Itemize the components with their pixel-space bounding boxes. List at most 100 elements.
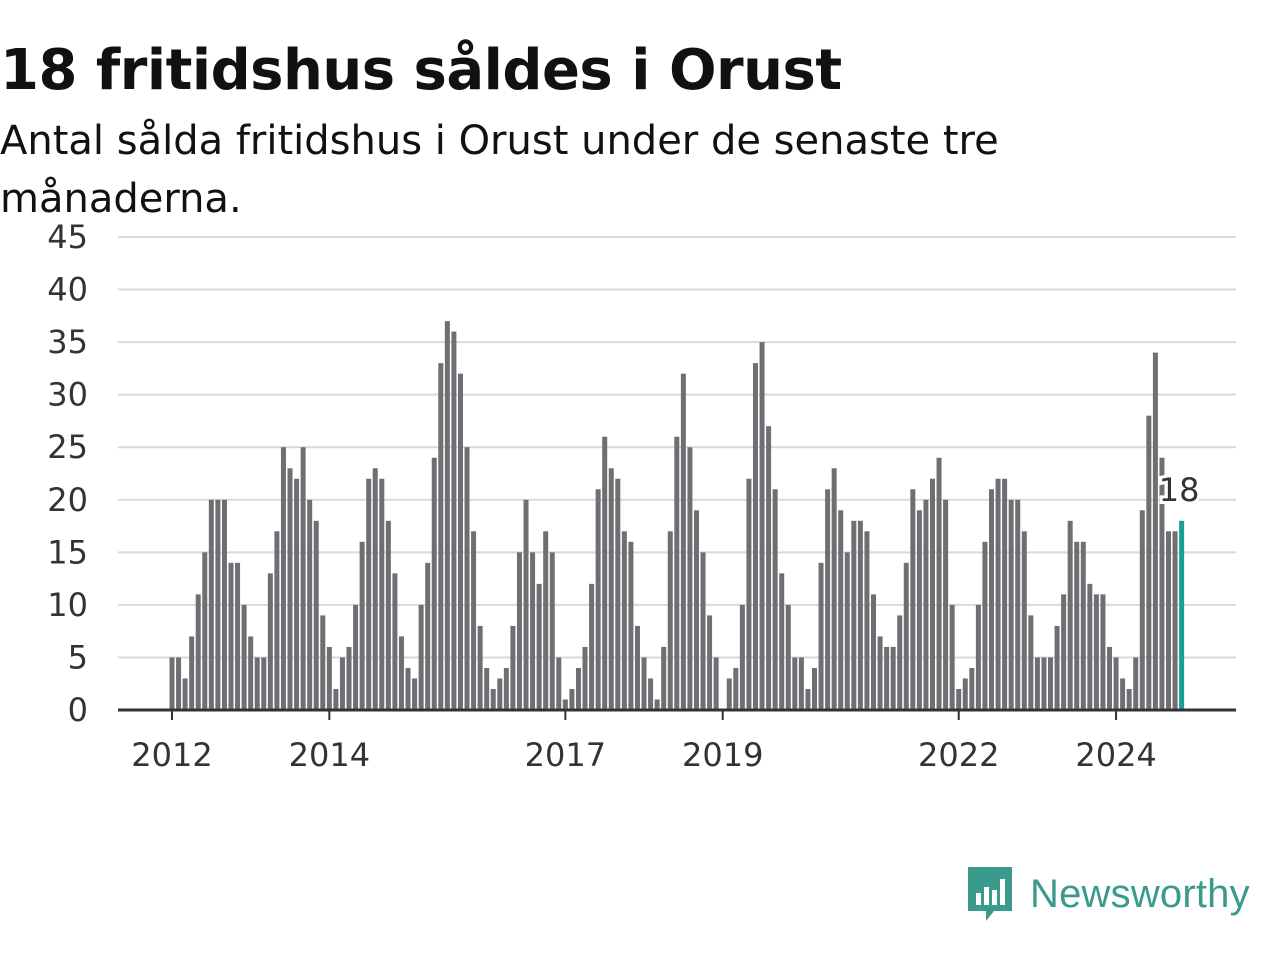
bar bbox=[457, 373, 463, 710]
bar bbox=[1087, 583, 1093, 710]
bar bbox=[969, 667, 975, 710]
y-tick-label: 40 bbox=[47, 271, 88, 309]
bar bbox=[680, 373, 686, 710]
bar bbox=[936, 457, 942, 710]
bar bbox=[1041, 657, 1047, 710]
bar bbox=[766, 426, 772, 710]
bar bbox=[366, 478, 372, 710]
bar bbox=[589, 583, 595, 710]
bar bbox=[562, 699, 568, 710]
bar bbox=[189, 636, 195, 710]
x-tick-label: 2024 bbox=[1075, 736, 1156, 774]
bar bbox=[634, 625, 640, 710]
bar bbox=[1126, 688, 1132, 710]
bar bbox=[897, 615, 903, 710]
bar bbox=[274, 531, 280, 710]
bar bbox=[1028, 615, 1034, 710]
bar bbox=[818, 562, 824, 710]
bar bbox=[1021, 531, 1027, 710]
bar bbox=[890, 646, 896, 710]
bar bbox=[831, 468, 837, 710]
x-tick-label: 2019 bbox=[682, 736, 763, 774]
bar bbox=[667, 531, 673, 710]
bar bbox=[857, 520, 863, 710]
bar bbox=[870, 594, 876, 710]
bar bbox=[267, 573, 273, 710]
bar bbox=[490, 688, 496, 710]
bar bbox=[654, 699, 660, 710]
bar bbox=[372, 468, 378, 710]
bar bbox=[1054, 625, 1060, 710]
y-tick-label: 0 bbox=[68, 691, 88, 729]
bar bbox=[241, 604, 247, 710]
bar bbox=[805, 688, 811, 710]
bar bbox=[746, 478, 752, 710]
bar bbox=[792, 657, 798, 710]
bar bbox=[923, 499, 929, 710]
bar bbox=[995, 478, 1001, 710]
bar bbox=[595, 489, 601, 710]
bar bbox=[1008, 499, 1014, 710]
bar bbox=[208, 499, 214, 710]
bar bbox=[1034, 657, 1040, 710]
bar bbox=[1067, 520, 1073, 710]
bar bbox=[556, 657, 562, 710]
bar bbox=[602, 436, 608, 710]
bar bbox=[910, 489, 916, 710]
bar bbox=[464, 447, 470, 710]
x-axis: 2012 2014 2017 2019 2022 2024 bbox=[118, 708, 1236, 774]
bar bbox=[1152, 352, 1158, 710]
y-tick-label: 25 bbox=[47, 428, 88, 466]
bar bbox=[503, 667, 509, 710]
bar bbox=[641, 657, 647, 710]
bar bbox=[202, 552, 208, 710]
bar bbox=[687, 447, 693, 710]
bar bbox=[903, 562, 909, 710]
bar bbox=[353, 604, 359, 710]
bar bbox=[176, 657, 182, 710]
bar bbox=[379, 478, 385, 710]
bar bbox=[287, 468, 293, 710]
bar bbox=[1172, 531, 1178, 710]
bar bbox=[713, 657, 719, 710]
bar bbox=[569, 688, 575, 710]
bar bbox=[811, 667, 817, 710]
bar bbox=[182, 678, 188, 710]
bar bbox=[693, 510, 699, 710]
bar bbox=[674, 436, 680, 710]
bar bbox=[405, 667, 411, 710]
bar bbox=[962, 678, 968, 710]
newsworthy-logo-icon bbox=[968, 867, 1012, 921]
bar bbox=[1061, 594, 1067, 710]
chart-subtitle: Antal sålda fritidshus i Orust under de … bbox=[0, 118, 999, 222]
bar bbox=[956, 688, 962, 710]
bar bbox=[516, 552, 522, 710]
bar bbox=[444, 321, 450, 710]
bar bbox=[248, 636, 254, 710]
bar bbox=[949, 604, 955, 710]
y-tick-label: 30 bbox=[47, 376, 88, 414]
bar bbox=[543, 531, 549, 710]
bar bbox=[615, 478, 621, 710]
bar bbox=[582, 646, 588, 710]
bar bbox=[412, 678, 418, 710]
bar bbox=[254, 657, 260, 710]
x-tick-label: 2012 bbox=[131, 736, 212, 774]
y-tick-label: 15 bbox=[47, 533, 88, 571]
bar bbox=[975, 604, 981, 710]
bar bbox=[536, 583, 542, 710]
bar bbox=[215, 499, 221, 710]
x-tick-label: 2017 bbox=[525, 736, 606, 774]
bar bbox=[661, 646, 667, 710]
bar bbox=[1048, 657, 1054, 710]
bar bbox=[798, 657, 804, 710]
bar bbox=[838, 510, 844, 710]
bar bbox=[261, 657, 267, 710]
bar bbox=[300, 447, 306, 710]
bar bbox=[608, 468, 614, 710]
bar bbox=[339, 657, 345, 710]
bar bbox=[471, 531, 477, 710]
last-value-annotation: 18 bbox=[1156, 468, 1203, 512]
bar bbox=[982, 541, 988, 710]
bar bbox=[280, 447, 286, 710]
